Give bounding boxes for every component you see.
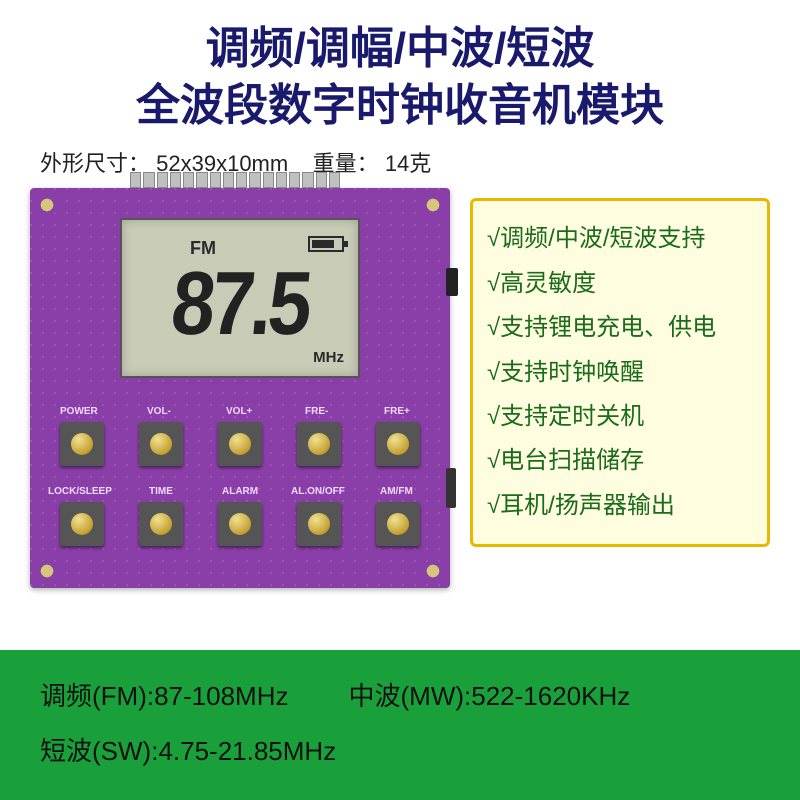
feature-item: √调频/中波/短波支持 xyxy=(487,217,753,261)
tact-switch-icon xyxy=(297,422,341,466)
tact-switch-icon xyxy=(297,502,341,546)
title-line2: 全波段数字时钟收音机模块 xyxy=(0,77,800,134)
tact-switch-icon xyxy=(376,422,420,466)
button-label: VOL+ xyxy=(226,406,252,417)
mounting-hole-icon xyxy=(422,194,444,216)
freq-up-button[interactable]: FRE+ xyxy=(370,406,426,466)
lcd-display: FM 87.5 MHz xyxy=(120,218,360,378)
band-fm: 调频(FM):87-108MHz xyxy=(40,676,289,713)
battery-icon xyxy=(308,236,344,252)
button-label: FRE+ xyxy=(384,406,410,417)
button-label: ALARM xyxy=(222,486,258,497)
button-label: VOL- xyxy=(147,406,171,417)
headphone-jack-icon xyxy=(446,268,458,296)
usb-port-icon xyxy=(446,468,456,508)
feature-item: √高灵敏度 xyxy=(487,262,753,306)
alarm-onoff-button[interactable]: AL.ON/OFF xyxy=(291,486,347,546)
feature-item: √支持定时关机 xyxy=(487,395,753,439)
button-label: TIME xyxy=(149,486,173,497)
button-label: LOCK/SLEEP xyxy=(48,486,112,497)
button-label: FRE- xyxy=(305,406,328,417)
tact-switch-icon xyxy=(376,502,420,546)
lcd-frequency: 87.5 xyxy=(117,252,363,357)
power-button[interactable]: POWER xyxy=(54,406,110,466)
band-bar: 调频(FM):87-108MHz 中波(MW):522-1620KHz 短波(S… xyxy=(0,650,800,800)
tact-switch-icon xyxy=(60,422,104,466)
lock-sleep-button[interactable]: LOCK/SLEEP xyxy=(54,486,110,546)
lcd-unit: MHz xyxy=(313,349,344,366)
feature-item: √支持锂电充电、供电 xyxy=(487,306,753,350)
am-fm-button[interactable]: AM/FM xyxy=(370,486,426,546)
tact-switch-icon xyxy=(60,502,104,546)
button-label: POWER xyxy=(60,406,98,417)
weight-value: 14克 xyxy=(385,151,431,176)
vol-down-button[interactable]: VOL- xyxy=(133,406,189,466)
tact-switch-icon xyxy=(139,502,183,546)
freq-down-button[interactable]: FRE- xyxy=(291,406,347,466)
pcb-board: FM 87.5 MHz POWER VOL- VOL+ xyxy=(30,188,450,588)
spec-line: 外形尺寸： 52x39x10mm 重量： 14克 xyxy=(0,134,800,188)
tact-switch-icon xyxy=(218,502,262,546)
battery-fill xyxy=(312,240,334,248)
mounting-hole-icon xyxy=(36,560,58,582)
feature-item: √电台扫描储存 xyxy=(487,439,753,483)
feature-item: √支持时钟唤醒 xyxy=(487,351,753,395)
button-grid: POWER VOL- VOL+ FRE- FRE+ xyxy=(54,406,426,552)
product-title: 调频/调幅/中波/短波 全波段数字时钟收音机模块 xyxy=(0,0,800,134)
mounting-hole-icon xyxy=(36,194,58,216)
vol-up-button[interactable]: VOL+ xyxy=(212,406,268,466)
band-sw: 短波(SW):4.75-21.85MHz xyxy=(40,731,760,768)
button-label: AL.ON/OFF xyxy=(291,486,345,497)
mounting-hole-icon xyxy=(422,560,444,582)
band-mw: 中波(MW):522-1620KHz xyxy=(349,676,631,713)
title-line1: 调频/调幅/中波/短波 xyxy=(0,20,800,77)
alarm-button[interactable]: ALARM xyxy=(212,486,268,546)
lcd-pins-icon xyxy=(130,172,340,188)
time-button[interactable]: TIME xyxy=(133,486,189,546)
feature-item: √耳机/扬声器输出 xyxy=(487,484,753,528)
feature-list: √调频/中波/短波支持 √高灵敏度 √支持锂电充电、供电 √支持时钟唤醒 √支持… xyxy=(470,198,770,547)
tact-switch-icon xyxy=(218,422,262,466)
tact-switch-icon xyxy=(139,422,183,466)
button-label: AM/FM xyxy=(380,486,413,497)
